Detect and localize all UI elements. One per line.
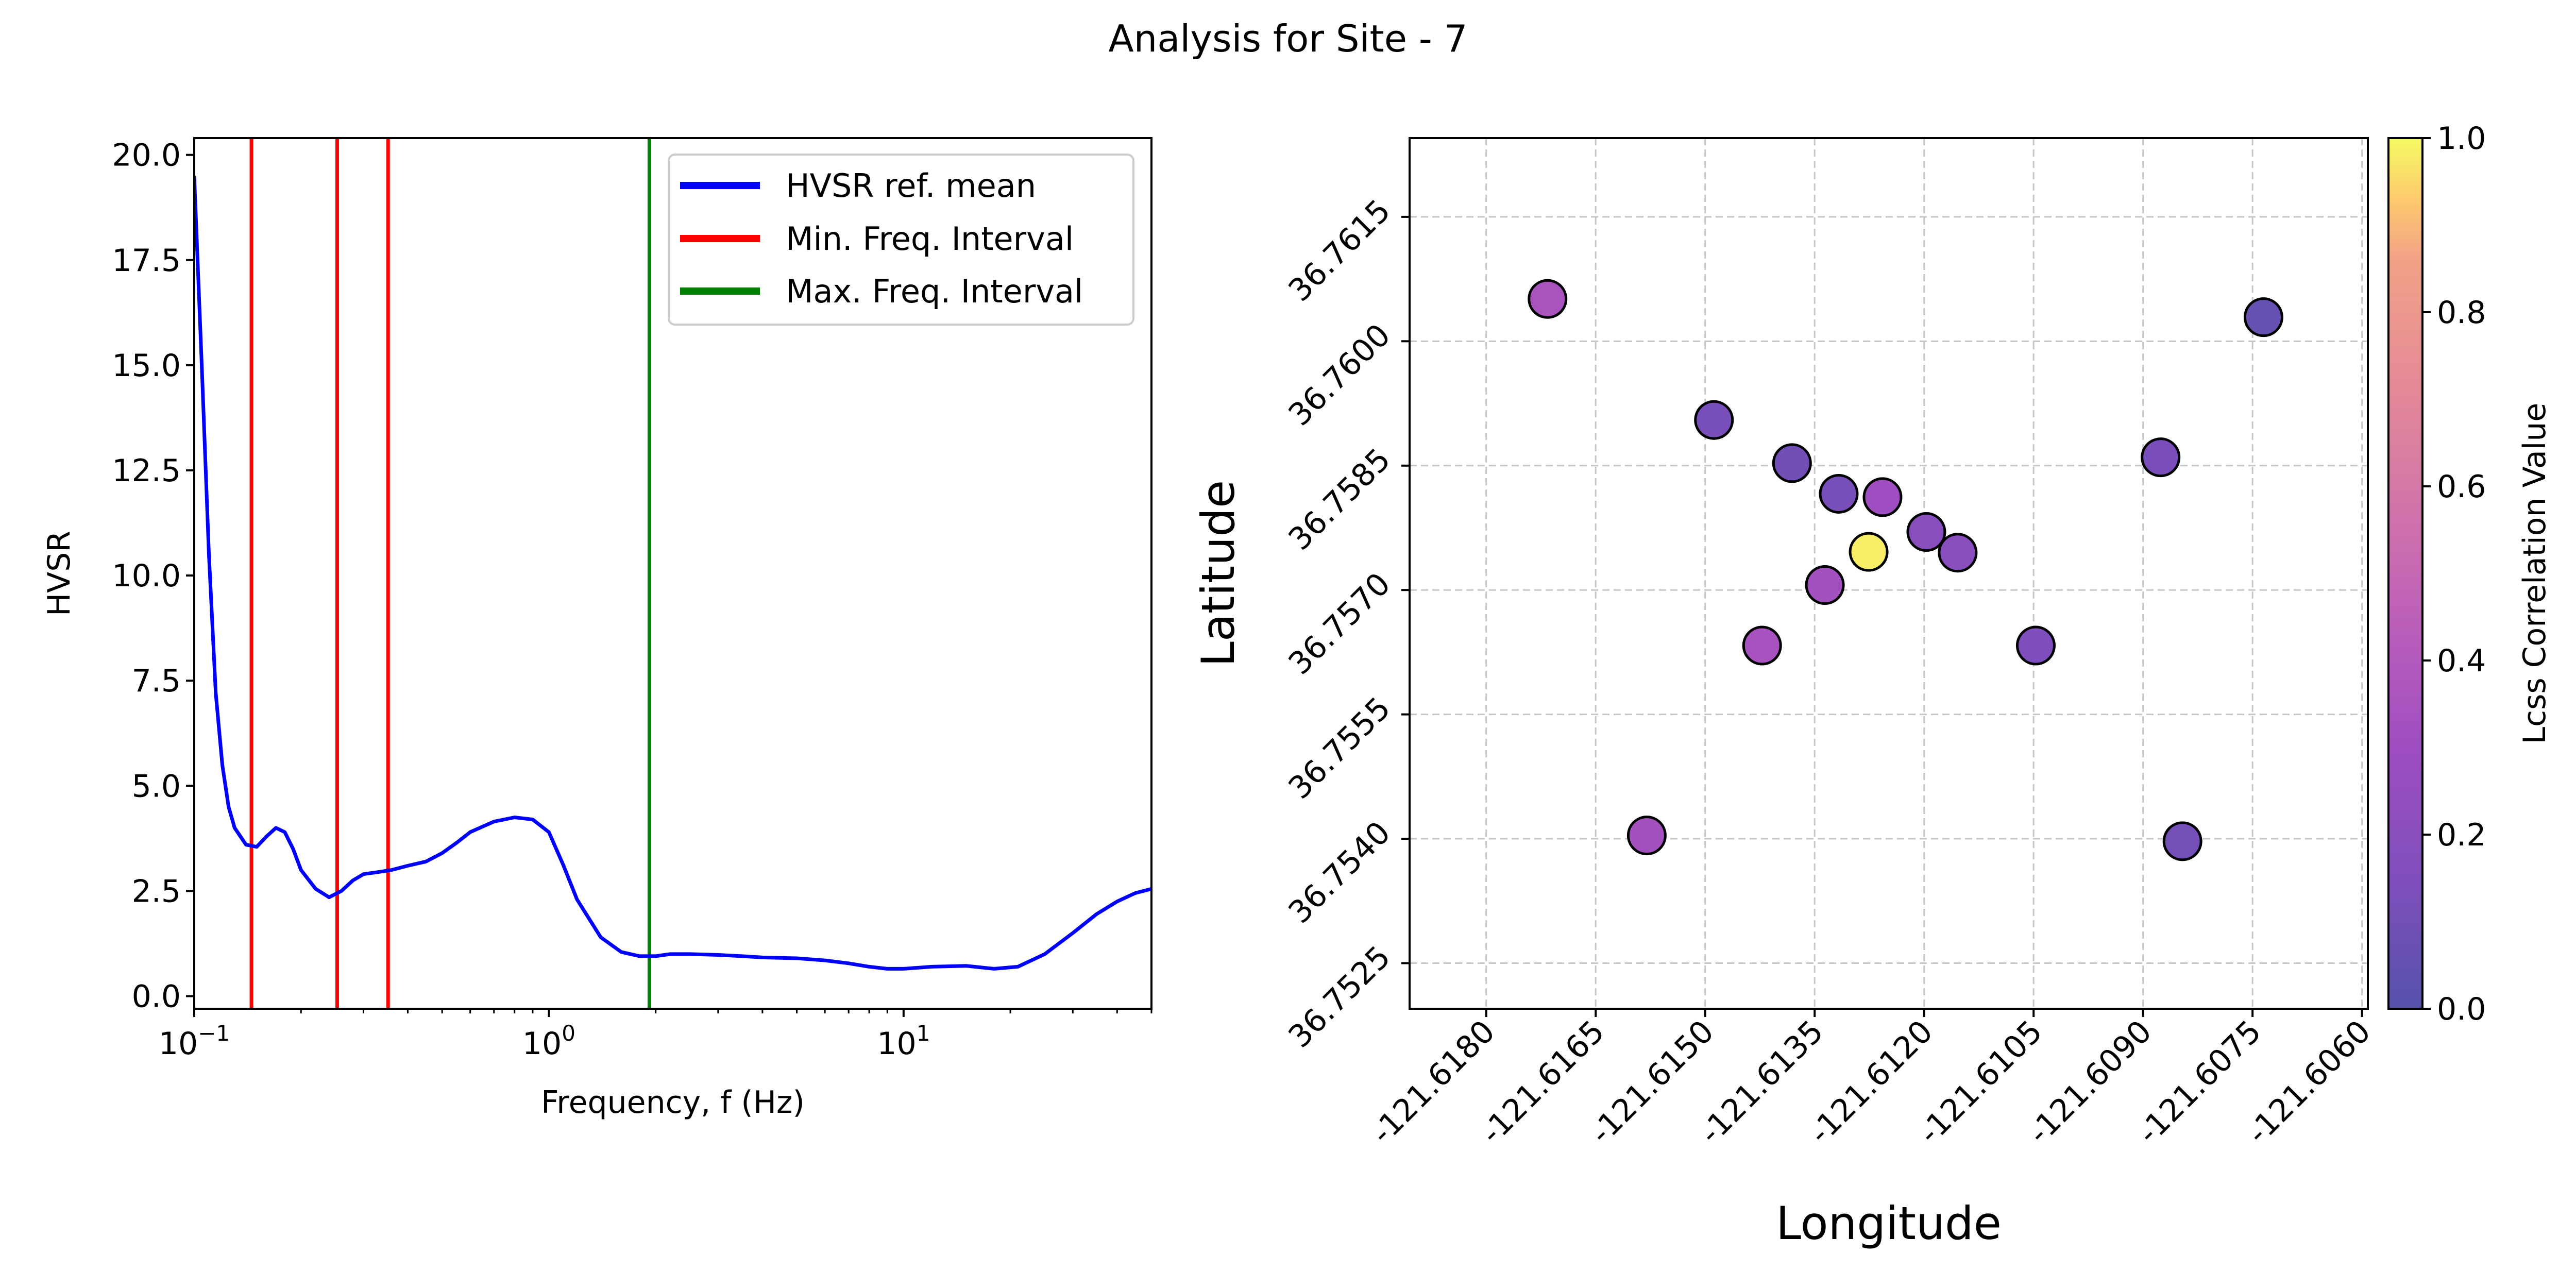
colorbar-tick-label: 0.4 [2437, 643, 2486, 679]
site-point [1849, 532, 1889, 572]
site-point-marker [1862, 477, 1903, 517]
site-point-marker [2243, 297, 2283, 337]
hvsr-chart: 0.0 2.5 5.0 7.5 10.0 12.5 15.0 17.5 20.0 10−1 100… [41, 137, 1153, 1121]
hvsr-x-tick-label: 101 [877, 1021, 930, 1062]
figure-title: Analysis for Site - 7 [1108, 17, 1467, 60]
legend-frame [668, 154, 1134, 326]
hvsr-y-axis-label: HVSR [41, 531, 77, 616]
hvsr-y-tick-label: 17.5 [112, 243, 181, 279]
site-point-marker [1849, 532, 1889, 572]
map-x-axis: -121.6180-121.6165-121.6150-121.6135-121… [1364, 1009, 2378, 1151]
hvsr-y-tick-label: 20.0 [112, 138, 181, 174]
map-y-axis-label: Latitude [1192, 480, 1245, 667]
site-point [1742, 625, 1782, 666]
map-y-axis: 36.752536.754036.755536.757036.758536.76… [1282, 193, 1410, 1055]
site-point-marker [2015, 625, 2056, 666]
legend-label-max-freq: Max. Freq. Interval [786, 273, 1083, 310]
legend-label-hvsr-mean: HVSR ref. mean [786, 167, 1036, 205]
site-point [1819, 473, 1859, 514]
hvsr-y-tick-label: 10.0 [112, 558, 181, 594]
hvsr-mean-line [194, 176, 1151, 971]
colorbar: 0.0 0.2 0.4 0.6 0.8 1.0 Lcss Correlation Valu… [2387, 121, 2553, 1027]
site-point-marker [2141, 437, 2181, 478]
map-y-tick-label: 36.7540 [1282, 815, 1398, 930]
site-point [1626, 816, 1667, 856]
site-point-marker [1626, 816, 1667, 856]
colorbar-tick-label: 0.2 [2437, 817, 2486, 853]
map-y-tick-label: 36.7555 [1282, 690, 1398, 806]
site-point [2015, 625, 2056, 666]
hvsr-legend: HVSR ref. mean Min. Freq. Interval Max. … [668, 154, 1134, 326]
hvsr-x-axis: 10−1 100 101 [159, 1009, 1153, 1062]
hvsr-y-tick-label: 7.5 [132, 663, 181, 699]
site-scatter-map: 36.752536.754036.755536.757036.758536.76… [1192, 121, 2553, 1250]
colorbar-tick-label: 0.0 [2437, 991, 2486, 1027]
colorbar-tick-label: 1.0 [2437, 121, 2486, 157]
hvsr-x-axis-label: Frequency, f (Hz) [541, 1084, 805, 1121]
site-point-marker [1906, 512, 1946, 552]
legend-label-min-freq: Min. Freq. Interval [786, 220, 1074, 258]
colorbar-ticks: 0.0 0.2 0.4 0.6 0.8 1.0 [2422, 121, 2486, 1027]
map-y-tick-label: 36.7600 [1282, 317, 1398, 433]
map-plot-frame [1409, 137, 2369, 1010]
hvsr-y-tick-label: 5.0 [132, 768, 181, 804]
site-point [1694, 400, 1734, 440]
site-point-marker [1819, 473, 1859, 514]
site-point [2141, 437, 2181, 478]
colorbar-label: Lcss Correlation Value [2517, 403, 2553, 744]
site-point-marker [1772, 443, 1812, 483]
site-point [1805, 565, 1845, 605]
colorbar-tick-label: 0.6 [2437, 469, 2486, 505]
site-point [1862, 477, 1903, 517]
colorbar-tick-label: 0.8 [2437, 295, 2486, 331]
map-plot-area [1410, 138, 2368, 1009]
site-point [2243, 297, 2283, 337]
map-x-axis-label: Longitude [1776, 1197, 2002, 1250]
site-point [1528, 279, 1568, 319]
map-y-tick-label: 36.7525 [1282, 939, 1398, 1055]
site-point [2162, 821, 2202, 861]
site-point [1938, 533, 1978, 573]
colorbar-gradient [2388, 138, 2422, 1009]
site-point-marker [1805, 565, 1845, 605]
hvsr-x-tick-label: 10−1 [159, 1021, 230, 1062]
colorbar-frame [2387, 137, 2424, 1010]
map-y-tick-label: 36.7615 [1282, 193, 1398, 309]
map-y-tick-label: 36.7570 [1282, 566, 1398, 682]
site-point [1772, 443, 1812, 483]
hvsr-plot-frame [193, 137, 1153, 1010]
site-point-marker [1938, 533, 1978, 573]
site-point-marker [2162, 821, 2202, 861]
hvsr-y-tick-label: 0.0 [132, 979, 181, 1015]
map-points [1528, 279, 2283, 861]
hvsr-plot-lines [194, 138, 1151, 1009]
site-point [1906, 512, 1946, 552]
hvsr-y-tick-label: 15.0 [112, 348, 181, 384]
site-point-marker [1528, 279, 1568, 319]
site-point-marker [1742, 625, 1782, 666]
hvsr-y-tick-label: 12.5 [112, 453, 181, 489]
hvsr-y-axis: 0.0 2.5 5.0 7.5 10.0 12.5 15.0 17.5 20.0 [112, 138, 194, 1015]
hvsr-y-tick-label: 2.5 [132, 873, 181, 909]
site-point-marker [1694, 400, 1734, 440]
hvsr-x-tick-label: 100 [522, 1021, 575, 1062]
map-y-tick-label: 36.7585 [1282, 442, 1398, 557]
